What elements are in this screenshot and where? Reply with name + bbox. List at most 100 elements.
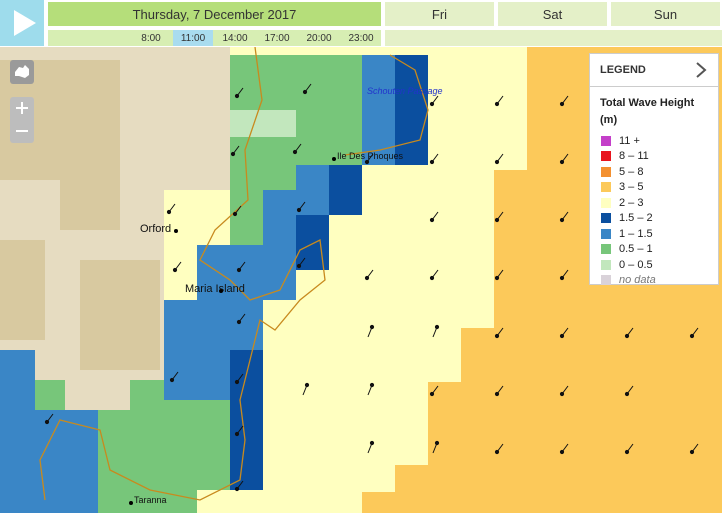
legend-item: 8 – 11 [590,149,718,165]
arrow-head [232,211,238,217]
arrow-head [559,101,565,107]
legend-swatch [601,151,611,162]
day-option[interactable]: Sun [611,2,720,26]
arrow-head [302,89,308,95]
legend-swatch [601,166,611,177]
arrow-head [624,449,630,455]
legend-label: 1.5 – 2 [619,212,653,225]
arrow-head [234,431,240,437]
arrow-head [234,93,240,99]
arrow-head [429,391,435,397]
legend-label: 8 – 11 [619,150,649,163]
australia-icon [15,65,29,78]
time-option[interactable]: 14:00 [222,32,248,44]
arrow-head [429,159,435,165]
arrow-head [236,267,242,273]
arrow-head [434,324,440,330]
arrow-head [369,440,375,446]
arrow-head [559,449,565,455]
place-dot [174,229,178,233]
arrow-head [44,419,50,425]
day-option[interactable]: Fri [385,2,494,26]
time-bar-rest [385,30,722,46]
legend-swatch [601,244,611,255]
legend-swatch [601,135,611,146]
chevron [696,62,707,78]
legend-swatch [601,213,611,224]
legend-swatch [601,228,611,239]
arrow-head [169,377,175,383]
arrow-head [559,391,565,397]
day-option[interactable]: Sat [498,2,607,26]
legend-item: 5 – 8 [590,164,718,180]
arrow-head [494,217,500,223]
arrow-head [494,333,500,339]
arrow-head [494,275,500,281]
arrow-head [494,159,500,165]
arrow-head [559,275,565,281]
time-option[interactable]: 17:00 [264,32,290,44]
legend-header-text: LEGEND [600,64,646,76]
legend-label: 11 + [619,134,640,147]
time-option[interactable]: 20:00 [306,32,332,44]
legend-label: 5 – 8 [619,165,644,178]
time-option[interactable]: 8:00 [141,32,161,44]
land [0,240,45,340]
legend-swatch [601,197,611,208]
arrow-head [234,379,240,385]
arrow-head [296,263,302,269]
legend-title: Total Wave Height (m) [600,97,695,126]
arrow-head [624,333,630,339]
arrow-head [304,382,310,388]
arrow-head [172,267,178,273]
wave-direction [44,83,699,492]
legend-swatch [601,259,611,270]
arrow-head [230,151,236,157]
place-label: Ile Des Phoques [337,151,404,161]
legend-label: 3 – 5 [619,181,644,194]
arrow-head [236,319,242,325]
legend-item: 3 – 5 [590,180,718,196]
time-option[interactable]: 23:00 [348,32,374,44]
legend-item: no data [590,273,718,289]
arrow-head [434,440,440,446]
zoom-control [10,97,34,143]
arrow-head [559,159,565,165]
arrow-head [296,207,302,213]
arrow-head [624,391,630,397]
land [80,260,160,370]
legend-swatch [601,275,611,286]
home-button[interactable] [10,60,34,84]
legend-item: 2 – 3 [590,195,718,211]
date-bar[interactable]: Thursday, 7 December 2017 [48,2,381,26]
coastline [39,47,429,501]
time-bar [48,30,381,46]
legend: LEGEND Total Wave Height (m) 11 + 8 – 11 5… [589,53,719,286]
place-dot [129,501,133,505]
land [60,180,120,230]
place-label: Maria Island [185,283,245,295]
arrow-head [494,391,500,397]
legend-item: 0 – 0.5 [590,257,718,273]
arrow-head [494,101,500,107]
sea-1.5-2 [296,55,428,270]
legend-item: 0.5 – 1 [590,242,718,258]
place-label: Taranna [134,495,167,505]
zoom-icons[interactable] [10,97,34,143]
place-label: Orford [140,223,172,235]
arrow-head [559,217,565,223]
legend-label: 2 – 3 [619,196,644,209]
arrow-head [494,449,500,455]
place-label: Schouten Passage [367,86,443,96]
sea-1-1.5 [0,350,35,513]
legend-header[interactable]: LEGEND [590,54,718,87]
time-option[interactable]: 11:00 [173,30,213,46]
legend-label: 1 – 1.5 [619,227,653,240]
arrow-head [292,149,298,155]
arrow-head [234,486,240,492]
arrow-head [429,275,435,281]
play-button[interactable] [0,0,44,46]
legend-label: 0.5 – 1 [619,243,653,256]
legend-label: 0 – 0.5 [619,258,653,271]
